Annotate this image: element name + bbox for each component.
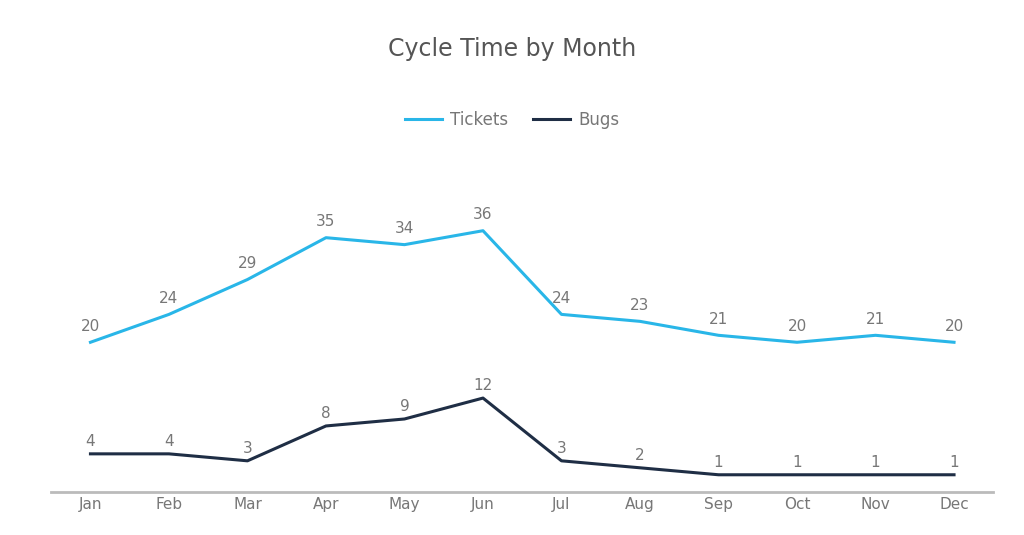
Tickets	[713, 332, 725, 339]
Bugs	[791, 471, 803, 478]
Text: 8: 8	[322, 406, 331, 421]
Text: 29: 29	[238, 256, 257, 271]
Bugs	[713, 471, 725, 478]
Text: 23: 23	[631, 298, 649, 313]
Line: Tickets: Tickets	[90, 231, 954, 342]
Text: 20: 20	[787, 319, 807, 334]
Text: 20: 20	[944, 319, 964, 334]
Bugs	[555, 457, 567, 464]
Text: 1: 1	[870, 455, 881, 470]
Tickets	[84, 339, 96, 346]
Text: 2: 2	[635, 448, 645, 463]
Tickets	[242, 276, 254, 282]
Text: 21: 21	[866, 312, 885, 327]
Tickets	[869, 332, 882, 339]
Text: 12: 12	[473, 378, 493, 393]
Tickets	[319, 234, 332, 241]
Text: 1: 1	[949, 455, 958, 470]
Text: 34: 34	[395, 221, 414, 236]
Bugs	[634, 464, 646, 471]
Tickets	[791, 339, 803, 346]
Tickets	[555, 311, 567, 318]
Tickets	[634, 318, 646, 325]
Tickets	[948, 339, 961, 346]
Text: 21: 21	[709, 312, 728, 327]
Bugs	[319, 423, 332, 429]
Text: Cycle Time by Month: Cycle Time by Month	[388, 37, 636, 62]
Text: 35: 35	[316, 215, 336, 230]
Text: 24: 24	[160, 291, 178, 306]
Line: Bugs: Bugs	[90, 398, 954, 475]
Text: 1: 1	[714, 455, 723, 470]
Tickets	[163, 311, 175, 318]
Text: 3: 3	[557, 441, 566, 456]
Text: 4: 4	[86, 434, 95, 449]
Tickets	[398, 241, 411, 248]
Text: 36: 36	[473, 208, 493, 223]
Bugs	[477, 395, 489, 401]
Text: 20: 20	[81, 319, 100, 334]
Bugs	[84, 450, 96, 457]
Bugs	[242, 457, 254, 464]
Text: 4: 4	[164, 434, 174, 449]
Text: 9: 9	[399, 399, 410, 414]
Bugs	[163, 450, 175, 457]
Bugs	[869, 471, 882, 478]
Text: 24: 24	[552, 291, 571, 306]
Bugs	[398, 416, 411, 422]
Legend: Tickets, Bugs: Tickets, Bugs	[398, 105, 626, 136]
Text: 1: 1	[793, 455, 802, 470]
Tickets	[477, 227, 489, 234]
Bugs	[948, 471, 961, 478]
Text: 3: 3	[243, 441, 252, 456]
